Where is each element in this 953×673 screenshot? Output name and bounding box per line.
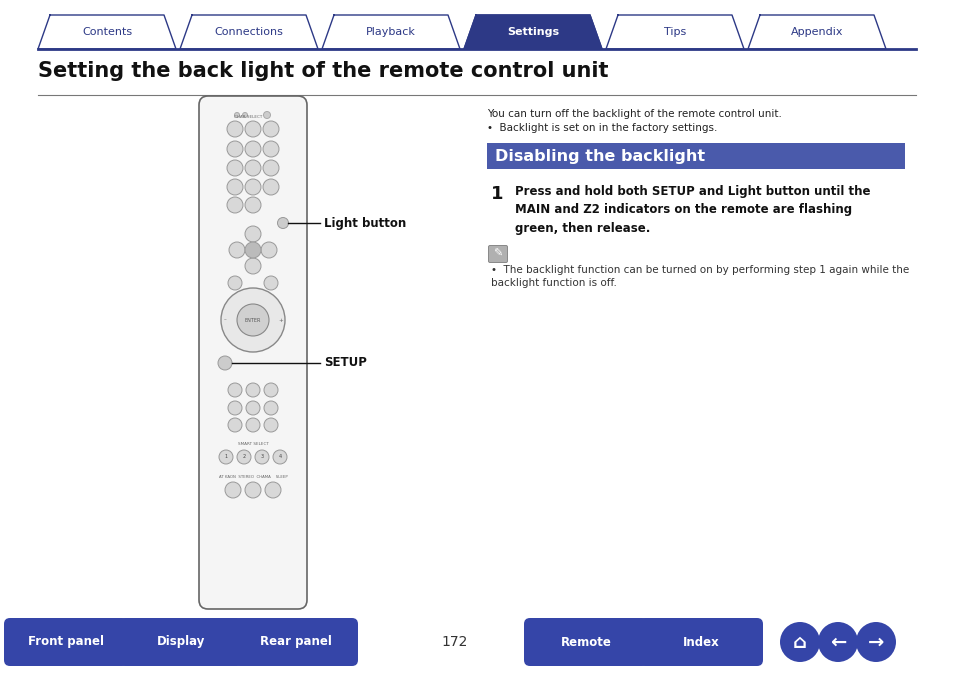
FancyBboxPatch shape: [199, 96, 307, 609]
Text: →: →: [867, 633, 883, 651]
Circle shape: [245, 242, 261, 258]
Text: ENTER: ENTER: [245, 318, 261, 322]
Circle shape: [227, 160, 243, 176]
Text: SETUP: SETUP: [324, 357, 367, 369]
Text: ⌂: ⌂: [792, 633, 806, 651]
Text: Front panel: Front panel: [28, 635, 104, 649]
Circle shape: [264, 418, 277, 432]
Circle shape: [227, 121, 243, 137]
Text: Remote: Remote: [560, 635, 611, 649]
Text: SMART SELECT: SMART SELECT: [237, 442, 268, 446]
Circle shape: [245, 160, 261, 176]
Circle shape: [263, 112, 271, 118]
Text: Rear panel: Rear panel: [260, 635, 332, 649]
Circle shape: [263, 179, 278, 195]
Circle shape: [229, 242, 245, 258]
Circle shape: [242, 112, 247, 118]
Circle shape: [263, 160, 278, 176]
Circle shape: [246, 383, 260, 397]
Circle shape: [263, 141, 278, 157]
FancyBboxPatch shape: [488, 246, 507, 262]
FancyBboxPatch shape: [639, 618, 762, 666]
Text: •  Backlight is set on in the factory settings.: • Backlight is set on in the factory set…: [486, 123, 717, 133]
FancyBboxPatch shape: [233, 618, 357, 666]
Circle shape: [261, 242, 276, 258]
Circle shape: [263, 121, 278, 137]
Circle shape: [219, 450, 233, 464]
Text: –: –: [223, 318, 226, 322]
Circle shape: [227, 141, 243, 157]
Polygon shape: [463, 15, 601, 49]
Text: Index: Index: [682, 635, 719, 649]
Circle shape: [225, 482, 241, 498]
Circle shape: [264, 383, 277, 397]
Polygon shape: [747, 15, 885, 49]
FancyBboxPatch shape: [486, 143, 904, 169]
Text: 4: 4: [278, 454, 281, 460]
Circle shape: [254, 450, 269, 464]
Circle shape: [245, 121, 261, 137]
Circle shape: [273, 450, 287, 464]
Text: Settings: Settings: [506, 27, 558, 37]
Circle shape: [234, 112, 239, 118]
Circle shape: [245, 197, 261, 213]
Polygon shape: [180, 15, 317, 49]
Circle shape: [221, 288, 285, 352]
Text: Connections: Connections: [214, 27, 283, 37]
Circle shape: [265, 482, 281, 498]
Text: AT KAON  STEREO  CHAMA    SLEEP: AT KAON STEREO CHAMA SLEEP: [218, 475, 287, 479]
Circle shape: [228, 383, 242, 397]
FancyBboxPatch shape: [119, 618, 243, 666]
Text: Contents: Contents: [82, 27, 132, 37]
Polygon shape: [322, 15, 459, 49]
Text: Setting the back light of the remote control unit: Setting the back light of the remote con…: [38, 61, 608, 81]
Text: +: +: [278, 318, 283, 322]
Circle shape: [246, 418, 260, 432]
Text: ←: ←: [829, 633, 845, 651]
Circle shape: [228, 401, 242, 415]
Circle shape: [855, 622, 895, 662]
Polygon shape: [38, 15, 175, 49]
Circle shape: [236, 304, 269, 336]
Text: 1: 1: [224, 454, 228, 460]
Circle shape: [227, 179, 243, 195]
Circle shape: [277, 217, 288, 229]
Text: 1: 1: [491, 185, 503, 203]
Text: Disabling the backlight: Disabling the backlight: [495, 149, 704, 164]
Text: •  The backlight function can be turned on by performing step 1 again while the
: • The backlight function can be turned o…: [491, 265, 908, 288]
Circle shape: [228, 276, 242, 290]
FancyBboxPatch shape: [523, 618, 647, 666]
Circle shape: [780, 622, 820, 662]
Text: ✎: ✎: [493, 249, 502, 259]
Text: Tips: Tips: [663, 27, 685, 37]
Circle shape: [817, 622, 857, 662]
Circle shape: [245, 482, 261, 498]
Polygon shape: [605, 15, 743, 49]
FancyBboxPatch shape: [4, 618, 128, 666]
Circle shape: [245, 226, 261, 242]
Circle shape: [245, 258, 261, 274]
Text: Press and hold both SETUP and Light button until the
MAIN and Z2 indicators on t: Press and hold both SETUP and Light butt…: [515, 185, 869, 235]
Text: 172: 172: [441, 635, 468, 649]
Text: Display: Display: [156, 635, 205, 649]
Circle shape: [246, 401, 260, 415]
Text: CHAR SELECT: CHAR SELECT: [233, 115, 262, 119]
Circle shape: [218, 356, 232, 370]
Circle shape: [245, 141, 261, 157]
Circle shape: [227, 197, 243, 213]
Text: 2: 2: [242, 454, 245, 460]
Circle shape: [228, 418, 242, 432]
Circle shape: [264, 276, 277, 290]
Text: 3: 3: [260, 454, 263, 460]
Text: Appendix: Appendix: [790, 27, 842, 37]
Circle shape: [245, 179, 261, 195]
Circle shape: [236, 450, 251, 464]
Text: You can turn off the backlight of the remote control unit.: You can turn off the backlight of the re…: [486, 109, 781, 119]
Text: Playback: Playback: [366, 27, 416, 37]
Text: Light button: Light button: [324, 217, 406, 229]
Circle shape: [264, 401, 277, 415]
